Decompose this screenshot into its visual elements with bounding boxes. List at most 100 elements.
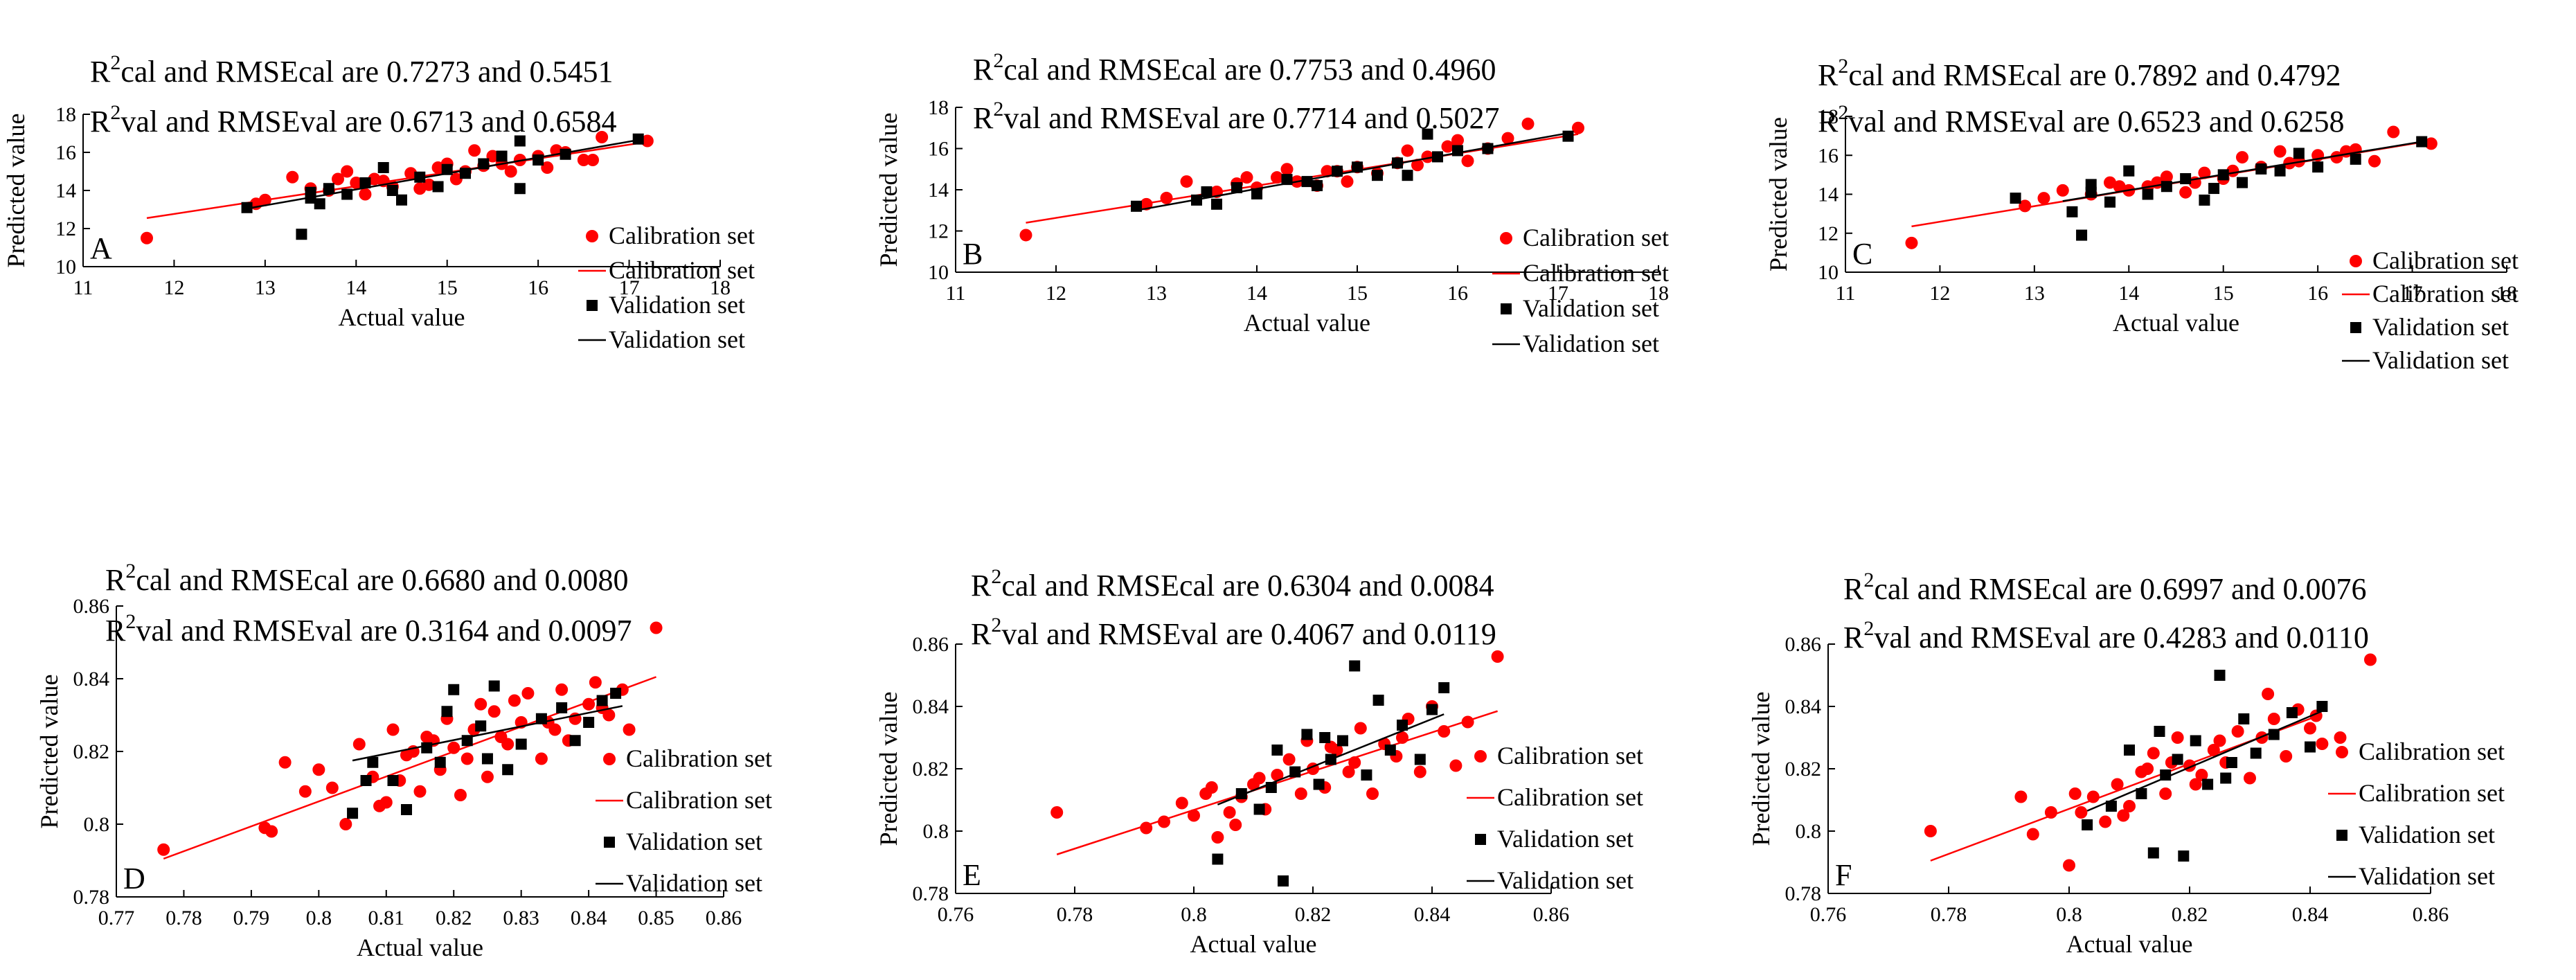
calibration-point [2364, 653, 2377, 666]
validation-point [583, 717, 595, 728]
y-tick-label: 0.78 [1785, 882, 1822, 905]
x-tick-label: 12 [1929, 282, 1950, 305]
validation-point [2208, 183, 2220, 195]
legend-label: Calibration set [1497, 742, 1643, 769]
y-axis-label: Predicted value [875, 692, 902, 846]
calibration-point [332, 172, 344, 186]
x-tick-label: 0.85 [638, 907, 674, 929]
y-tick-label: 12 [55, 217, 76, 240]
validation-point [1349, 660, 1361, 672]
calibration-point [2280, 750, 2293, 763]
y-tick-label: 16 [55, 141, 76, 164]
x-tick-label: 17 [2402, 282, 2423, 305]
validation-point [448, 684, 460, 695]
validation-fit-line [247, 139, 638, 210]
calibration-point [2037, 192, 2050, 205]
x-tick-label: 0.84 [1414, 903, 1451, 926]
x-tick-label: 11 [946, 282, 966, 305]
validation-point [610, 688, 622, 699]
calibration-point [312, 763, 325, 776]
calibration-point [2147, 747, 2160, 760]
calibration-point [1401, 144, 1414, 157]
legend-validation-marker [587, 300, 598, 311]
validation-fit-line [352, 705, 623, 762]
legend-label: Calibration set [1523, 224, 1669, 251]
validation-point [414, 171, 426, 183]
x-tick-label: 16 [528, 276, 548, 299]
calibration-point [2236, 151, 2248, 164]
calibration-point [2273, 145, 2287, 158]
validation-point [1312, 180, 1323, 192]
calibration-point [1451, 134, 1464, 147]
calibration-point [2267, 713, 2280, 725]
legend: Calibration set Calibration set Validation… [2342, 247, 2519, 374]
validation-point [359, 177, 371, 188]
x-tick-label: 12 [163, 276, 184, 299]
y-tick-label: 0.8 [1796, 820, 1822, 843]
y-axis-label: Predicted value [875, 113, 902, 267]
y-tick-label: 0.86 [913, 633, 949, 656]
x-tick-label: 16 [2307, 282, 2328, 305]
validation-point [2214, 670, 2226, 681]
x-tick-label: 11 [1836, 282, 1856, 305]
calibration-point [1341, 175, 1354, 188]
calibration-point [1253, 772, 1266, 785]
validation-point [1414, 754, 1426, 765]
validation-stats-title: R2val and RMSEval are 0.4283 and 0.0110 [1843, 617, 2369, 654]
y-axis-label: Predicted value [1764, 117, 1792, 271]
calibration-point [1461, 154, 1474, 168]
calibration-point [641, 134, 654, 148]
calibration-point [2262, 688, 2275, 700]
calibration-point [1572, 121, 1584, 134]
legend-validation-marker [1501, 303, 1512, 314]
calibration-point [413, 182, 427, 195]
validation-point [1402, 170, 1413, 181]
validation-point [514, 183, 526, 195]
validation-point [2293, 148, 2305, 159]
validation-point [2085, 179, 2097, 190]
y-tick-label: 14 [1818, 184, 1839, 206]
x-tick-label: 16 [1447, 282, 1468, 305]
validation-point [1301, 176, 1313, 188]
x-axis-label: Actual value [1244, 309, 1370, 337]
legend: Calibration set Calibration set Validation… [2328, 738, 2505, 890]
calibration-point [157, 843, 170, 856]
y-tick-label: 0.86 [73, 595, 110, 618]
calibration-point [1180, 175, 1193, 188]
calibration-point [1240, 171, 1253, 184]
calibration-point [1905, 236, 1918, 249]
validation-point [2250, 747, 2262, 759]
calibration-point [454, 789, 467, 801]
validation-point [241, 202, 253, 213]
panel-letter: F [1835, 858, 1852, 892]
calibration-point [2104, 176, 2116, 189]
calibration-point [2056, 184, 2069, 197]
legend-label: Calibration set [1523, 259, 1669, 287]
x-tick-label: 0.78 [1057, 903, 1093, 926]
y-tick-label: 0.78 [73, 886, 110, 909]
validation-point [2316, 701, 2328, 712]
validation-point [1372, 695, 1384, 706]
x-tick-label: 0.84 [571, 907, 607, 929]
x-tick-label: 18 [1648, 282, 1669, 305]
validation-point [2199, 194, 2210, 206]
calibration-point [1175, 796, 1188, 810]
legend-label: Validation set [1523, 294, 1659, 322]
calibration-point [286, 170, 299, 184]
y-tick-label: 16 [1818, 144, 1839, 167]
legend-label: Validation set [1523, 330, 1659, 357]
validation-point [569, 735, 581, 747]
x-tick-label: 0.86 [1533, 903, 1570, 926]
validation-point [396, 194, 407, 206]
x-tick-label: 13 [2024, 282, 2045, 305]
calibration-point [1449, 759, 1463, 772]
calibration-stats-title: R2cal and RMSEcal are 0.6680 and 0.0080 [105, 560, 629, 597]
panel-letter: D [123, 862, 145, 896]
validation-point [632, 133, 644, 145]
validation-point [596, 695, 608, 706]
calibration-point [1491, 650, 1504, 663]
validation-point [515, 738, 527, 750]
validation-point [2104, 196, 2116, 208]
y-tick-label: 18 [1818, 105, 1839, 128]
validation-point [2202, 778, 2214, 790]
